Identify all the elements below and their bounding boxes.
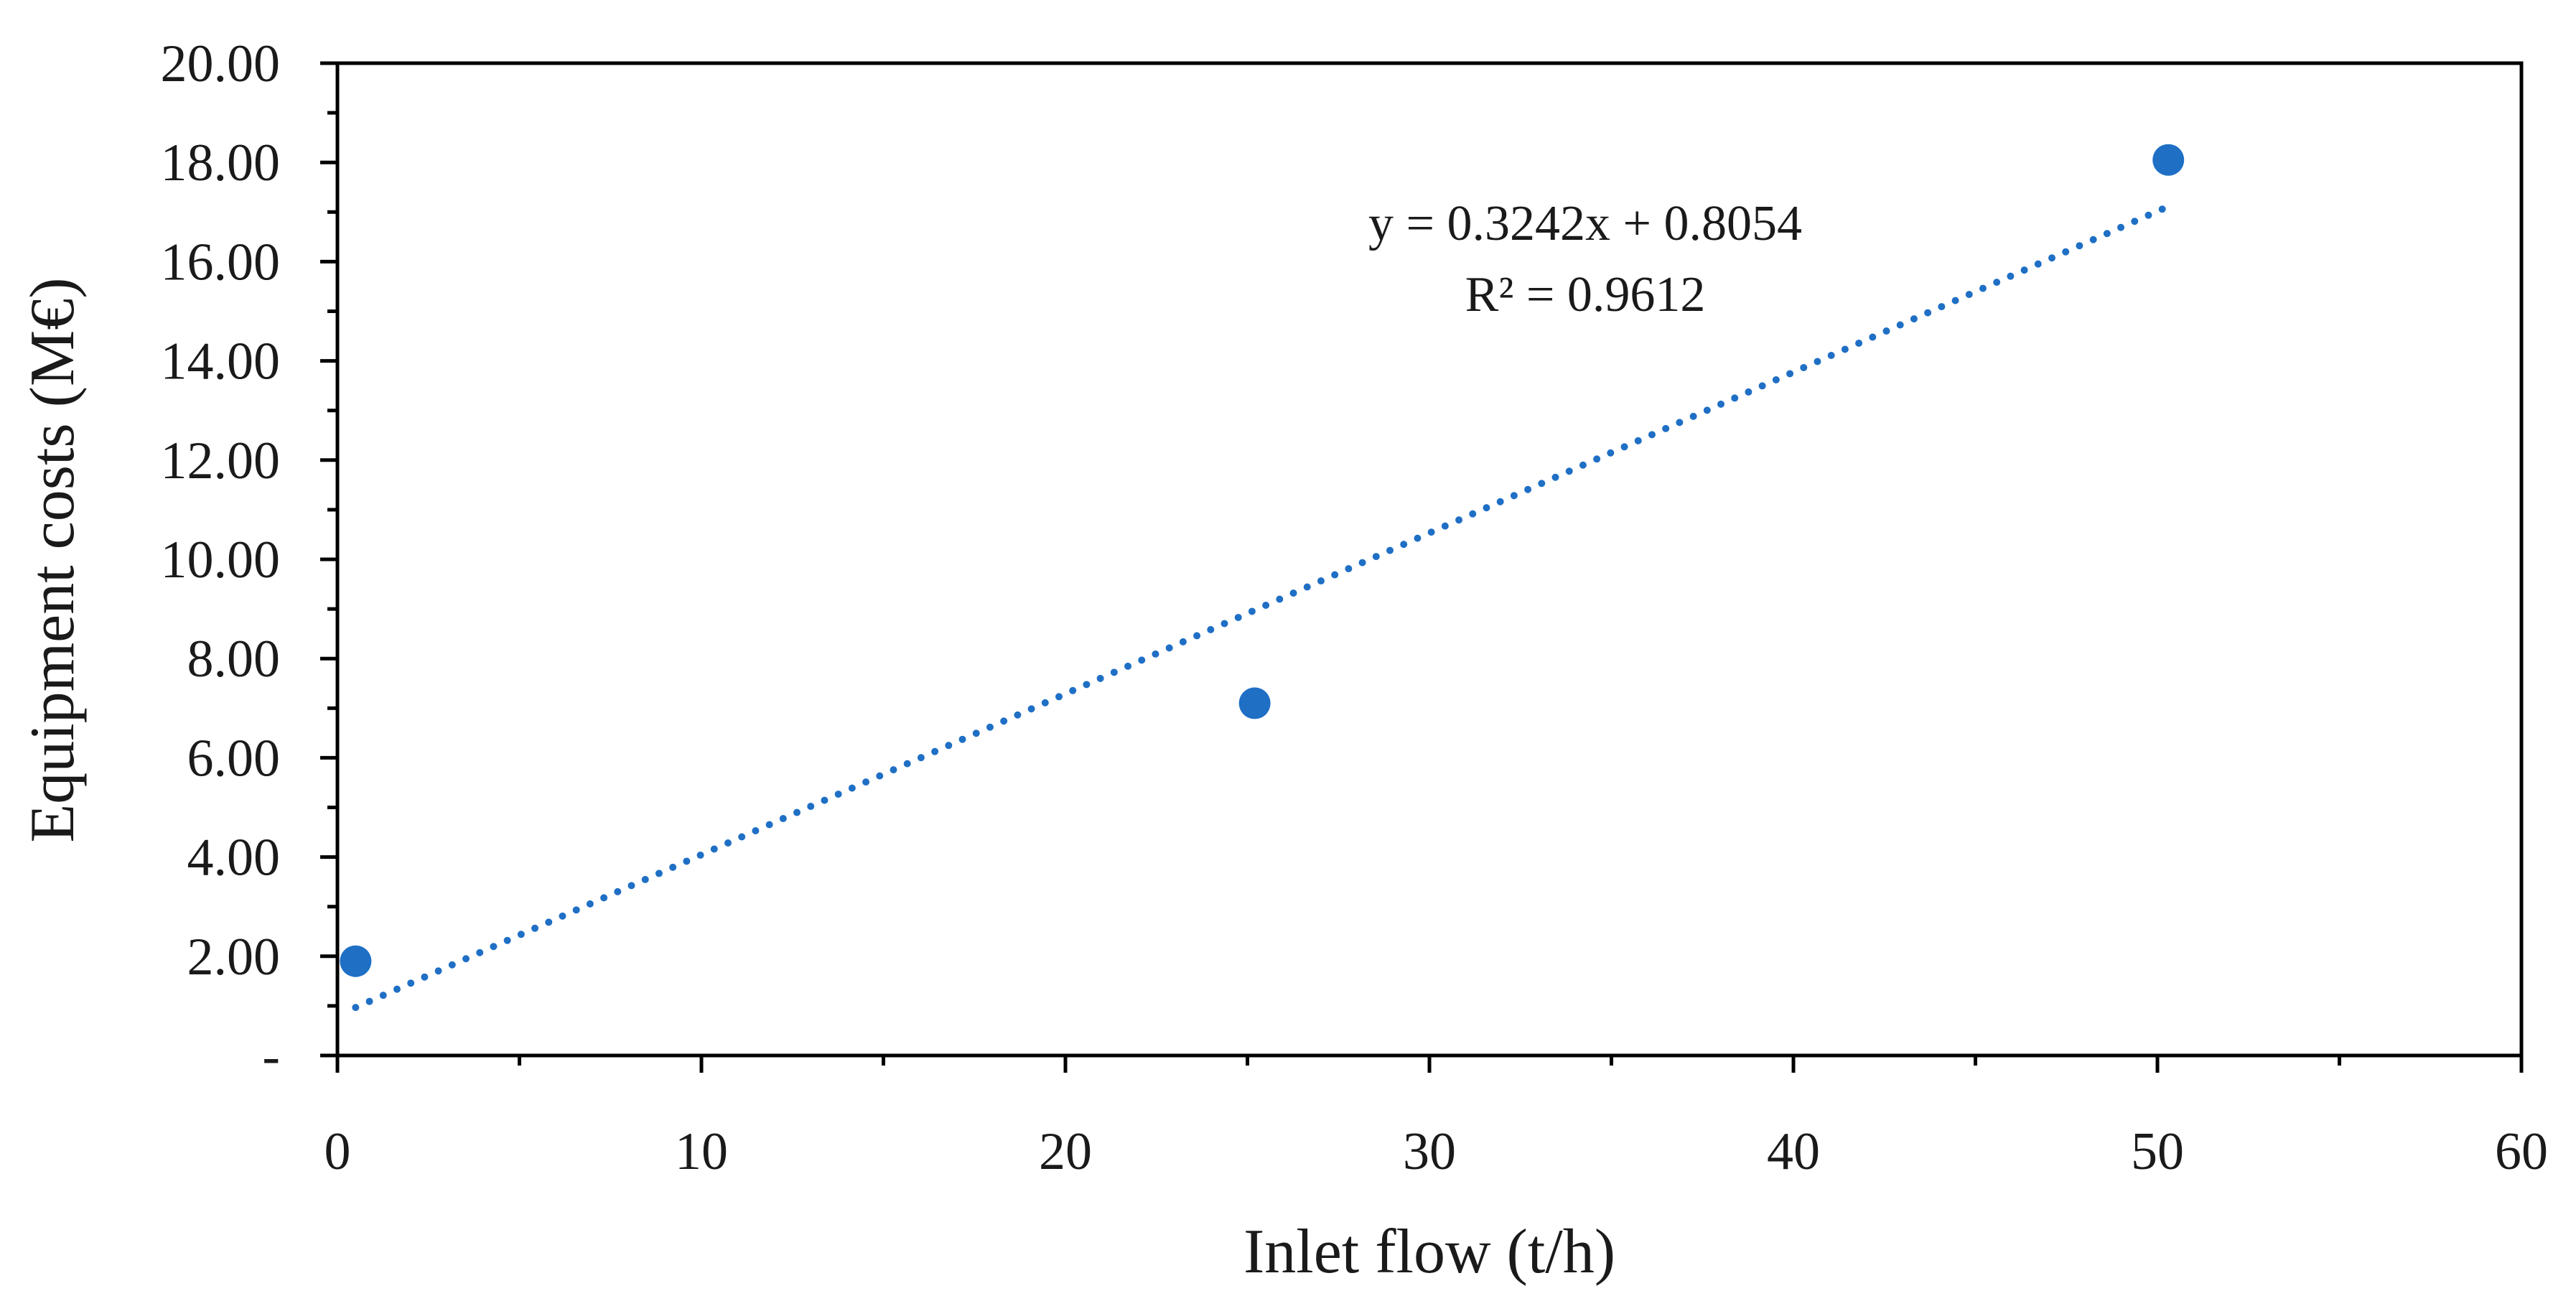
y-tick-label: 14.00	[161, 332, 281, 391]
x-tick-label: 60	[2495, 1122, 2548, 1181]
x-tick-label: 10	[675, 1122, 728, 1181]
x-tick-label: 50	[2131, 1122, 2184, 1181]
y-tick-label: 8.00	[187, 630, 281, 689]
data-point	[340, 945, 372, 977]
y-tick-label: 18.00	[161, 134, 281, 192]
trendline-r-squared: R² = 0.9612	[1465, 267, 1706, 322]
y-axis-tick-labels: - 2.00 4.00 6.00 8.00 10.00 12.00 14.00 16.00 18.…	[161, 34, 281, 1086]
x-axis-title: Inlet flow (t/h)	[1243, 1217, 1615, 1287]
y-tick-label: 10.00	[161, 531, 281, 589]
y-tick-label: -	[262, 1027, 280, 1086]
x-axis-tick-labels: 0 10 20 30 40 50 60	[325, 1122, 2549, 1181]
trendline-equation: y = 0.3242x + 0.8054	[1368, 196, 1802, 251]
x-tick-label: 40	[1767, 1122, 1820, 1181]
y-tick-label: 6.00	[187, 729, 281, 788]
data-points	[340, 144, 2185, 977]
trendline-group	[352, 202, 2173, 1012]
y-axis-title: Equipment costs (M€)	[18, 277, 88, 842]
trendline	[352, 202, 2173, 1012]
data-point	[2152, 144, 2185, 176]
x-axis-ticks	[335, 1055, 2524, 1073]
x-tick-label: 0	[325, 1122, 351, 1181]
x-tick-label: 20	[1039, 1122, 1092, 1181]
y-axis-ticks	[320, 61, 337, 1058]
y-tick-label: 16.00	[161, 233, 281, 292]
y-tick-label: 12.00	[161, 432, 281, 490]
y-tick-label: 2.00	[187, 928, 281, 987]
y-tick-label: 20.00	[161, 34, 281, 93]
y-tick-label: 4.00	[187, 829, 281, 887]
x-tick-label: 30	[1403, 1122, 1456, 1181]
data-point	[1238, 687, 1271, 719]
